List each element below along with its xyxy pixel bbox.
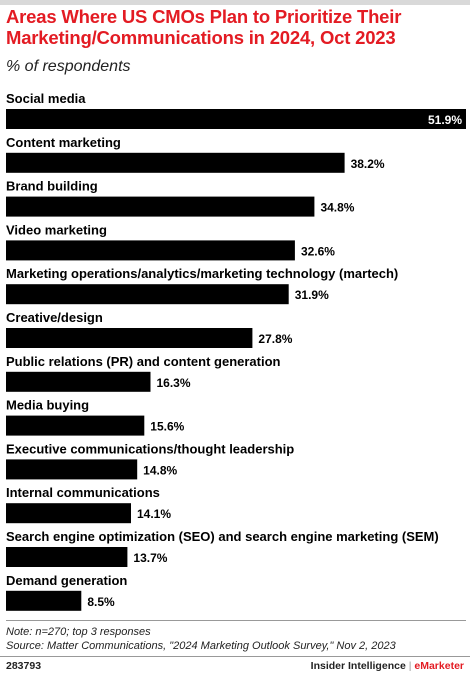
brand-insider-intelligence: Insider Intelligence [310, 660, 406, 672]
category-label: Creative/design [6, 310, 103, 325]
value-label: 8.5% [87, 595, 115, 609]
value-label: 51.9% [428, 113, 462, 127]
chart-note: Note: n=270; top 3 responses [6, 626, 151, 638]
value-label: 32.6% [301, 244, 335, 258]
value-label: 31.9% [295, 288, 329, 302]
bar-chart: Social media 51.9% Content marketing 38.2% B… [6, 91, 466, 611]
bar [6, 284, 289, 305]
category-label: Marketing operations/analytics/marketing… [6, 266, 398, 281]
value-label: 14.1% [137, 507, 171, 521]
brand-separator: | [408, 660, 412, 672]
value-label: 13.7% [133, 551, 167, 565]
category-label: Brand building [6, 179, 98, 194]
bar [6, 371, 151, 392]
value-label: 16.3% [156, 376, 190, 390]
chart-subtitle: % of respondents [6, 58, 131, 75]
value-label: 38.2% [351, 157, 385, 171]
bar [6, 503, 131, 524]
footer-divider [0, 656, 470, 657]
bar [6, 152, 345, 173]
category-label: Video marketing [6, 222, 107, 237]
brand-footer: Insider Intelligence | eMarketer [311, 660, 464, 672]
category-label: Content marketing [6, 135, 121, 150]
category-label: Media buying [6, 398, 89, 413]
bar [6, 459, 138, 480]
top-rule [0, 0, 470, 5]
category-label: Internal communications [6, 485, 160, 500]
bar [6, 109, 466, 129]
category-label: Public relations (PR) and content genera… [6, 354, 281, 369]
bar [6, 240, 295, 261]
brand-emarketer: eMarketer [414, 660, 464, 672]
bar [6, 590, 82, 611]
chart-id: 283793 [6, 660, 42, 672]
bar [6, 415, 145, 436]
bar [6, 328, 253, 348]
chart-source: Source: Matter Communications, "2024 Mar… [6, 640, 396, 652]
chart-title: Areas Where US CMOs Plan to Prioritize T… [6, 6, 402, 48]
value-label: 27.8% [258, 332, 292, 346]
bar [6, 196, 315, 217]
category-label: Search engine optimization (SEO) and sea… [6, 529, 439, 544]
category-label: Demand generation [6, 573, 127, 588]
note-divider [6, 620, 466, 621]
value-label: 34.8% [320, 201, 354, 215]
bar [6, 547, 128, 567]
category-label: Executive communications/thought leaders… [6, 441, 294, 456]
value-label: 14.8% [143, 463, 177, 477]
category-label: Social media [6, 91, 86, 106]
value-label: 15.6% [150, 420, 184, 434]
